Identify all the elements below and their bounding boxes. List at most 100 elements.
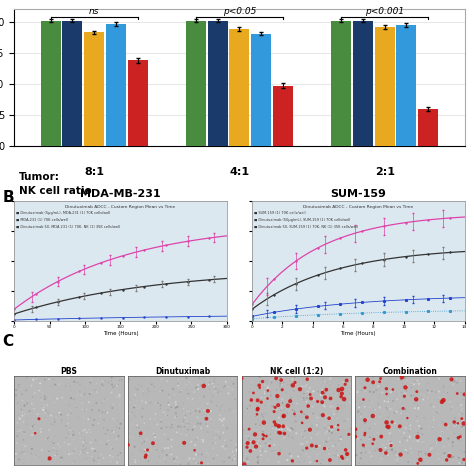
Point: [388, 433, 395, 441]
Point: [297, 440, 305, 447]
Point: [58, 454, 66, 461]
Point: [169, 385, 177, 392]
Point: [307, 394, 314, 401]
Point: [410, 380, 418, 388]
Point: [28, 431, 36, 439]
Point: [345, 447, 353, 454]
Point: [152, 410, 159, 418]
Point: [156, 457, 164, 465]
Point: [260, 419, 268, 427]
Point: [362, 449, 369, 456]
Point: [457, 447, 465, 454]
Point: [126, 398, 133, 406]
Point: [259, 413, 267, 420]
Point: [321, 378, 329, 386]
Point: [336, 458, 344, 465]
Point: [389, 448, 396, 456]
Text: ■ Dinutuximab 50, SUM-159 (1) 70K, NK (1) 35K cells/well: ■ Dinutuximab 50, SUM-159 (1) 70K, NK (1…: [254, 225, 358, 229]
Point: [73, 404, 80, 411]
Point: [227, 405, 234, 413]
Point: [31, 429, 39, 437]
Point: [104, 379, 112, 386]
Point: [213, 383, 220, 391]
Point: [435, 455, 443, 463]
Point: [285, 432, 292, 439]
Point: [396, 391, 403, 398]
Point: [403, 420, 411, 428]
Point: [308, 442, 316, 449]
Point: [53, 410, 60, 418]
Point: [80, 430, 87, 438]
Point: [231, 395, 239, 403]
Point: [440, 443, 448, 450]
Point: [437, 396, 444, 404]
Point: [210, 454, 218, 461]
Point: [311, 450, 319, 458]
X-axis label: Time (Hours): Time (Hours): [340, 331, 376, 336]
Point: [153, 429, 160, 437]
Point: [344, 408, 352, 415]
Point: [394, 452, 401, 459]
Text: B: B: [2, 190, 14, 205]
Bar: [62, 21, 82, 146]
Point: [195, 455, 203, 463]
Point: [270, 402, 277, 410]
Point: [456, 437, 464, 444]
Point: [390, 428, 397, 435]
Point: [77, 448, 84, 456]
Point: [399, 380, 406, 388]
Point: [262, 439, 269, 447]
Point: [280, 412, 288, 420]
Point: [330, 452, 337, 459]
Point: [422, 451, 430, 458]
Point: [448, 375, 456, 383]
Point: [446, 442, 454, 450]
Point: [140, 429, 148, 437]
Point: [41, 414, 49, 421]
Point: [167, 424, 174, 431]
Point: [204, 428, 211, 436]
Point: [301, 456, 309, 464]
Point: [15, 429, 22, 437]
Point: [174, 436, 182, 444]
Point: [359, 401, 366, 409]
Point: [35, 454, 43, 461]
Point: [289, 457, 296, 465]
Point: [368, 412, 375, 420]
Point: [191, 441, 199, 449]
Point: [155, 453, 163, 460]
Point: [130, 394, 138, 402]
Point: [265, 440, 273, 447]
Point: [100, 454, 107, 462]
Point: [80, 449, 87, 456]
Point: [190, 455, 197, 463]
Point: [46, 455, 54, 462]
Point: [245, 432, 252, 439]
Point: [400, 437, 408, 445]
Point: [191, 423, 199, 430]
Point: [396, 444, 404, 452]
Point: [165, 391, 173, 398]
Point: [418, 448, 425, 456]
Point: [245, 388, 253, 395]
Point: [334, 421, 342, 429]
Point: [186, 455, 193, 462]
Point: [66, 389, 73, 397]
Point: [17, 427, 24, 434]
Point: [135, 407, 143, 414]
Point: [334, 440, 342, 447]
Point: [151, 431, 159, 439]
Point: [449, 442, 456, 450]
Point: [375, 448, 383, 456]
Point: [192, 407, 200, 415]
Point: [397, 389, 405, 396]
Point: [79, 438, 87, 446]
Point: [31, 453, 38, 461]
Point: [14, 399, 21, 407]
Point: [288, 457, 296, 465]
Point: [208, 390, 215, 397]
Point: [256, 455, 264, 462]
Point: [457, 430, 465, 438]
Point: [272, 374, 280, 382]
Point: [326, 382, 334, 389]
